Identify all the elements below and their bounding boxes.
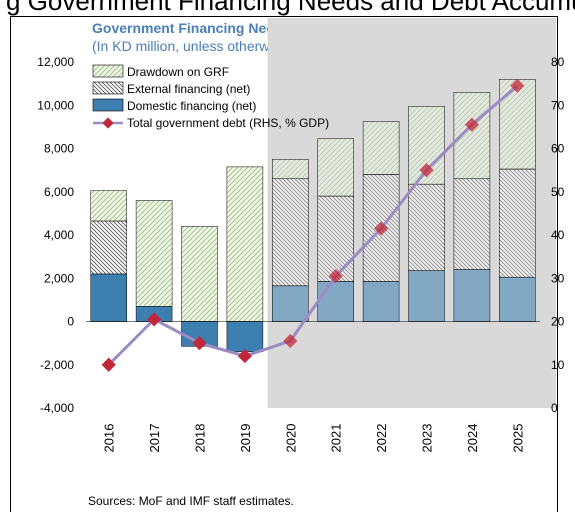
bar-external-2023 [408,183,445,271]
y2-tick-label: 50 [551,185,565,199]
x-tick-label: 2021 [329,424,344,453]
bar-domestic-2020 [272,285,309,322]
y-tick-label: 6,000 [44,185,74,199]
debt-marker-2017 [147,312,162,327]
x-tick-label: 2016 [102,424,117,453]
y-tick-label: 2,000 [44,271,74,285]
x-tick-label: 2018 [193,424,208,453]
legend-label: Total government debt (RHS, % GDP) [127,116,329,130]
x-tick-label: 2024 [465,424,480,453]
bar-domestic-2023 [408,270,445,322]
y2-tick-label: 10 [551,358,565,372]
y-tick-label: -4,000 [40,401,74,415]
bar-external-2025 [499,168,536,278]
y2-tick-label: 0 [551,401,558,415]
bar-domestic-2024 [453,269,491,322]
y-tick-label: 8,000 [44,142,74,156]
legend-swatch-0 [92,64,124,78]
debt-marker-2021 [328,269,343,284]
y-tick-label: 10,000 [37,98,74,112]
bar-drawdown-2019 [226,166,264,322]
debt-marker-2018 [192,336,207,351]
axes: -4,000 -2,000 0 2,000 4,000 6,000 8,000 10,000 1… [37,55,564,452]
debt-marker-2025 [510,78,525,93]
bar-domestic-2025 [499,276,536,322]
x-tick-label: 2025 [510,424,525,453]
y2-tick-label: 30 [551,271,565,285]
y-tick-label: 4,000 [44,228,74,242]
y2-tick-label: 80 [551,55,565,69]
cropped-header-text: g Government Financing Needs and Debt Ac… [6,0,575,16]
bar-drawdown-2016 [90,190,127,222]
debt-marker-2020 [283,333,298,349]
legend-label: External financing (net) [127,82,250,96]
y2-tick-label: 20 [551,315,565,329]
debt-marker-2023 [419,163,434,178]
debt-marker-2019 [237,349,252,364]
legend-swatch-2 [92,98,124,112]
bar-external-2024 [453,178,491,270]
chart-frame [10,16,558,512]
y-tick-label: 12,000 [37,55,74,69]
y2-tick-label: 60 [551,142,565,156]
debt-marker-2022 [374,221,389,236]
bar-domestic-2019 [226,321,264,353]
bar-drawdown-2017 [135,200,173,307]
source-note: Sources: MoF and IMF staff estimates. [88,494,294,508]
bar-drawdown-2018 [181,226,218,322]
legend-label: Drawdown on GRF [127,65,229,79]
bar-domestic-2016 [90,273,127,322]
legend: Drawdown on GRF External financing (net) D… [92,64,329,130]
y2-tick-label: 40 [551,228,565,242]
x-tick-label: 2023 [420,424,435,453]
debt-line-path [107,84,519,366]
x-tick-label: 2019 [238,424,253,453]
bar-drawdown-2021 [317,138,354,197]
bar-domestic-2021 [317,281,354,322]
x-tick-label: 2017 [147,424,162,453]
debt-marker-2016 [101,357,116,372]
legend-marker-swatch [102,117,114,129]
x-tick-label: 2020 [283,424,298,453]
y-tick-label: 0 [67,315,74,329]
y2-tick-label: 70 [551,98,565,112]
legend-label: Domestic financing (net) [127,99,256,113]
legend-swatch-1 [92,81,124,95]
bar-drawdown-2022 [362,121,400,175]
debt-line [101,78,525,372]
bar-external-2020 [272,178,309,287]
bar-external-2021 [317,195,354,282]
bar-external-2016 [90,220,127,275]
x-tick-label: 2022 [374,424,389,453]
bar-domestic-2022 [362,281,400,322]
y-tick-label: -2,000 [40,358,74,372]
bar-drawdown-2020 [272,159,309,180]
debt-marker-2024 [464,117,479,132]
